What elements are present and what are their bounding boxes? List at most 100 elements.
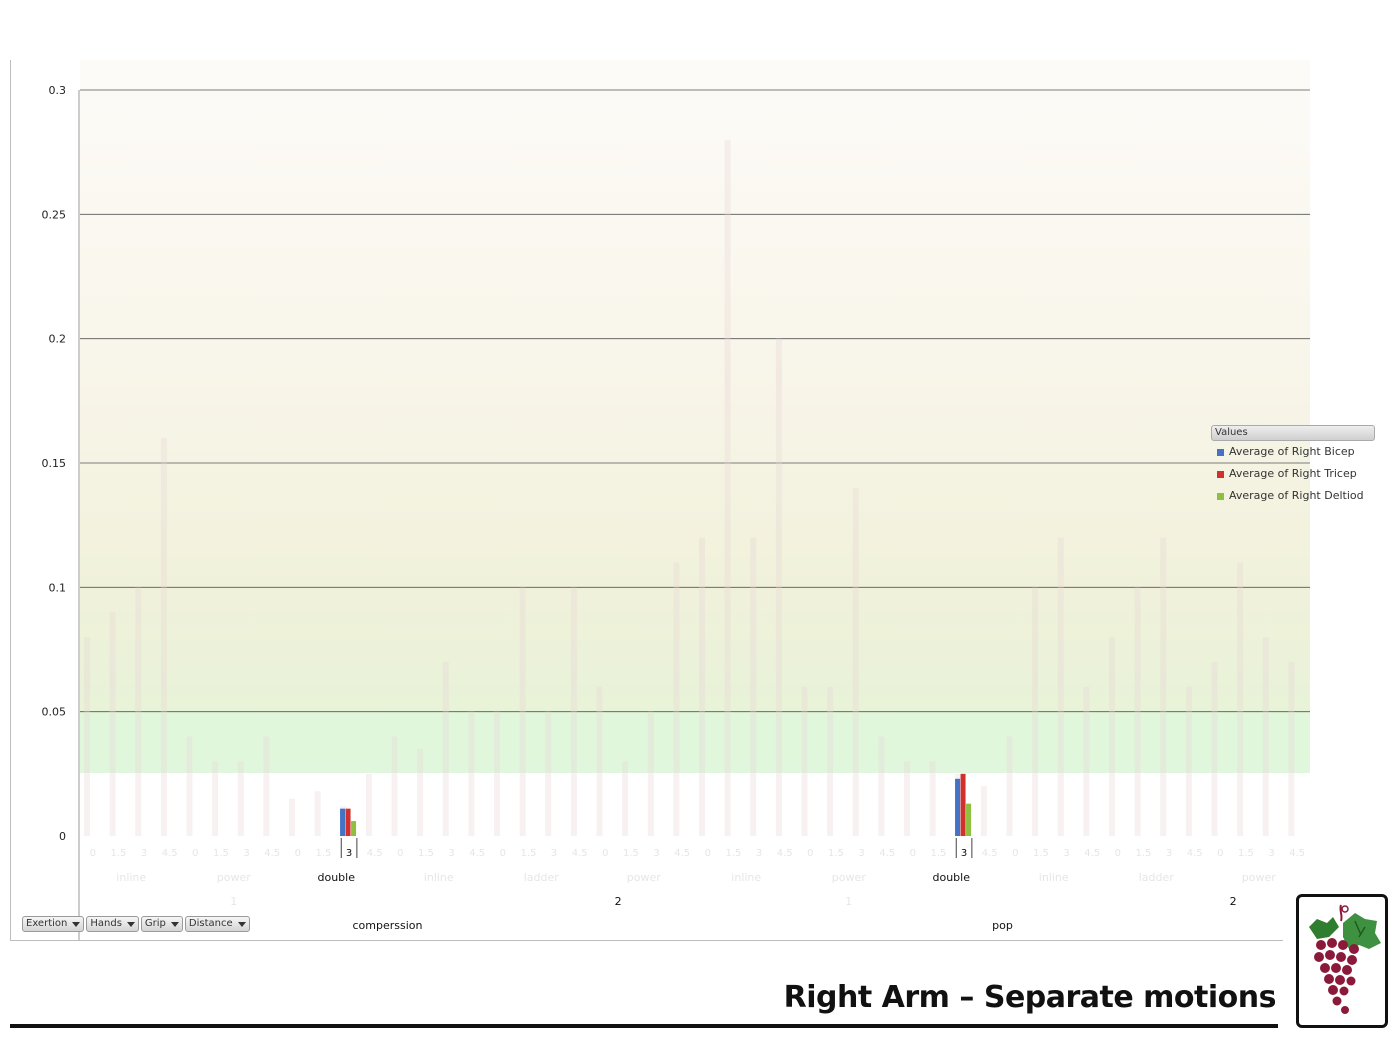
- ghost-bar: [801, 686, 808, 836]
- ghost-bar: [109, 612, 116, 836]
- ghost-bar: [186, 736, 193, 836]
- field-button-grip[interactable]: Grip: [140, 916, 183, 932]
- x-tick-label-distance: 3: [653, 848, 659, 859]
- ghost-bar: [84, 637, 90, 836]
- legend-label-tricep: Average of Right Tricep: [1229, 467, 1357, 480]
- x-tick-label-grip: power: [832, 871, 866, 884]
- y-tick-label: 0.1: [49, 581, 67, 594]
- x-tick-label-distance: 4.5: [674, 848, 690, 859]
- x-tick-label-grip: inline: [1039, 871, 1069, 884]
- y-tick-label: 0.15: [42, 457, 67, 470]
- x-tick-label-grip: double: [933, 871, 971, 884]
- x-tick-label-distance: 3: [448, 848, 454, 859]
- ghost-bar: [391, 736, 398, 836]
- ghost-bar: [1083, 686, 1090, 836]
- x-tick-label-distance: 3: [961, 848, 967, 859]
- x-tick-label-distance: 0: [1115, 848, 1121, 859]
- field-button-hands[interactable]: Hands: [86, 916, 139, 932]
- ghost-bar: [750, 537, 757, 836]
- x-tick-label-grip: ladder: [1139, 871, 1175, 884]
- x-tick-label-distance: 0: [397, 848, 403, 859]
- plot-background: [80, 60, 1310, 773]
- ghost-bar: [699, 537, 705, 836]
- legend-swatch-deltiod: [1217, 493, 1224, 500]
- x-tick-label-distance: 1.5: [623, 848, 639, 859]
- ghost-bar: [1211, 661, 1218, 836]
- plot-background-band: [80, 711, 1310, 773]
- dropdown-arrow-icon: [72, 921, 81, 927]
- y-tick-label: 0.3: [49, 84, 67, 97]
- x-tick-label-distance: 1.5: [930, 848, 946, 859]
- bar-average-of-right-tricep-1: [960, 773, 966, 836]
- field-button-grip-label: Grip: [144, 918, 166, 929]
- field-button-hands-label: Hands: [90, 918, 122, 929]
- ghost-bar: [1288, 661, 1295, 836]
- x-tick-label-distance: 1.5: [725, 848, 741, 859]
- ghost-bar: [878, 736, 885, 836]
- ghost-bar: [929, 761, 936, 836]
- x-tick-label-distance: 4.5: [1084, 848, 1100, 859]
- y-tick-label: 0: [59, 830, 66, 843]
- grape-cluster-icon: [1309, 904, 1381, 1014]
- x-tick-label-distance: 3: [243, 848, 249, 859]
- x-tick-label-hands: 1: [230, 895, 237, 908]
- ghost-bar: [827, 686, 834, 836]
- logo: [1296, 894, 1388, 1028]
- x-tick-label-distance: 4.5: [879, 848, 895, 859]
- x-tick-label-distance: 1.5: [520, 848, 536, 859]
- x-tick-label-distance: 4.5: [1187, 848, 1203, 859]
- ghost-bar: [852, 487, 859, 836]
- x-tick-label-distance: 0: [295, 848, 301, 859]
- x-tick-label-distance: 0: [910, 848, 916, 859]
- x-tick-label-distance: 0: [705, 848, 711, 859]
- x-tick-label-distance: 4.5: [264, 848, 280, 859]
- slide-title: Right Arm – Separate motions: [783, 980, 1277, 1015]
- ghost-bar: [468, 711, 475, 836]
- x-tick-label-grip: power: [217, 871, 251, 884]
- x-tick-label-grip: double: [318, 871, 356, 884]
- x-tick-label-distance: 0: [602, 848, 608, 859]
- x-tick-label-distance: 3: [756, 848, 762, 859]
- ghost-bar: [365, 773, 372, 836]
- x-tick-label-hands: 2: [615, 895, 622, 908]
- x-tick-label-grip: power: [1242, 871, 1276, 884]
- ghost-bar: [1032, 587, 1039, 836]
- field-button-exertion[interactable]: Exertion: [22, 916, 85, 932]
- bar-average-of-right-tricep-0: [345, 808, 351, 836]
- ghost-bar: [135, 587, 142, 836]
- x-tick-label-distance: 4.5: [1289, 848, 1305, 859]
- y-tick-label: 0.05: [42, 706, 67, 719]
- ghost-bar: [622, 761, 629, 836]
- legend-item-tricep: Average of Right Tricep: [1211, 463, 1375, 485]
- y-tick-label: 0.2: [49, 333, 67, 346]
- x-tick-label-distance: 3: [551, 848, 557, 859]
- x-tick-label-distance: 3: [346, 848, 352, 859]
- bar-average-of-right-deltiod-1: [966, 803, 972, 836]
- y-tick-label: 0.25: [42, 208, 67, 221]
- x-tick-label-distance: 3: [1063, 848, 1069, 859]
- field-button-distance[interactable]: Distance: [184, 916, 250, 932]
- legend-header[interactable]: Values: [1211, 425, 1375, 441]
- chart-plot: 0 0.05 0.1 0.15 0.2 0.25 0.3 0 1.5 3 4.5 0 1.5 3 4.5 0…: [42, 60, 1310, 940]
- dropdown-arrow-icon: [170, 921, 179, 927]
- ghost-bar: [673, 562, 680, 836]
- ghost-bar: [1185, 686, 1192, 836]
- x-tick-label-distance: 1.5: [1033, 848, 1049, 859]
- x-tick-label-distance: 1.5: [418, 848, 434, 859]
- ghost-bar: [980, 786, 987, 836]
- x-tick-label-distance: 0: [1217, 848, 1223, 859]
- x-tick-label-hands: 2: [1230, 895, 1237, 908]
- ghost-bar: [1160, 537, 1167, 836]
- category-bracket: [955, 838, 973, 858]
- ghost-bar: [417, 748, 424, 836]
- x-tick-label-distance: 0: [90, 848, 96, 859]
- ghost-bar: [596, 686, 603, 836]
- legend-label-bicep: Average of Right Bicep: [1229, 445, 1355, 458]
- x-tick-label-exertion: comperssion: [353, 919, 423, 932]
- x-tick-label-distance: 0: [192, 848, 198, 859]
- legend-label-deltiod: Average of Right Deltiod: [1229, 489, 1364, 502]
- x-tick-label-exertion: pop: [992, 919, 1013, 932]
- x-tick-label-distance: 4.5: [982, 848, 998, 859]
- dropdown-arrow-icon: [237, 921, 246, 927]
- ghost-bar: [1262, 637, 1269, 836]
